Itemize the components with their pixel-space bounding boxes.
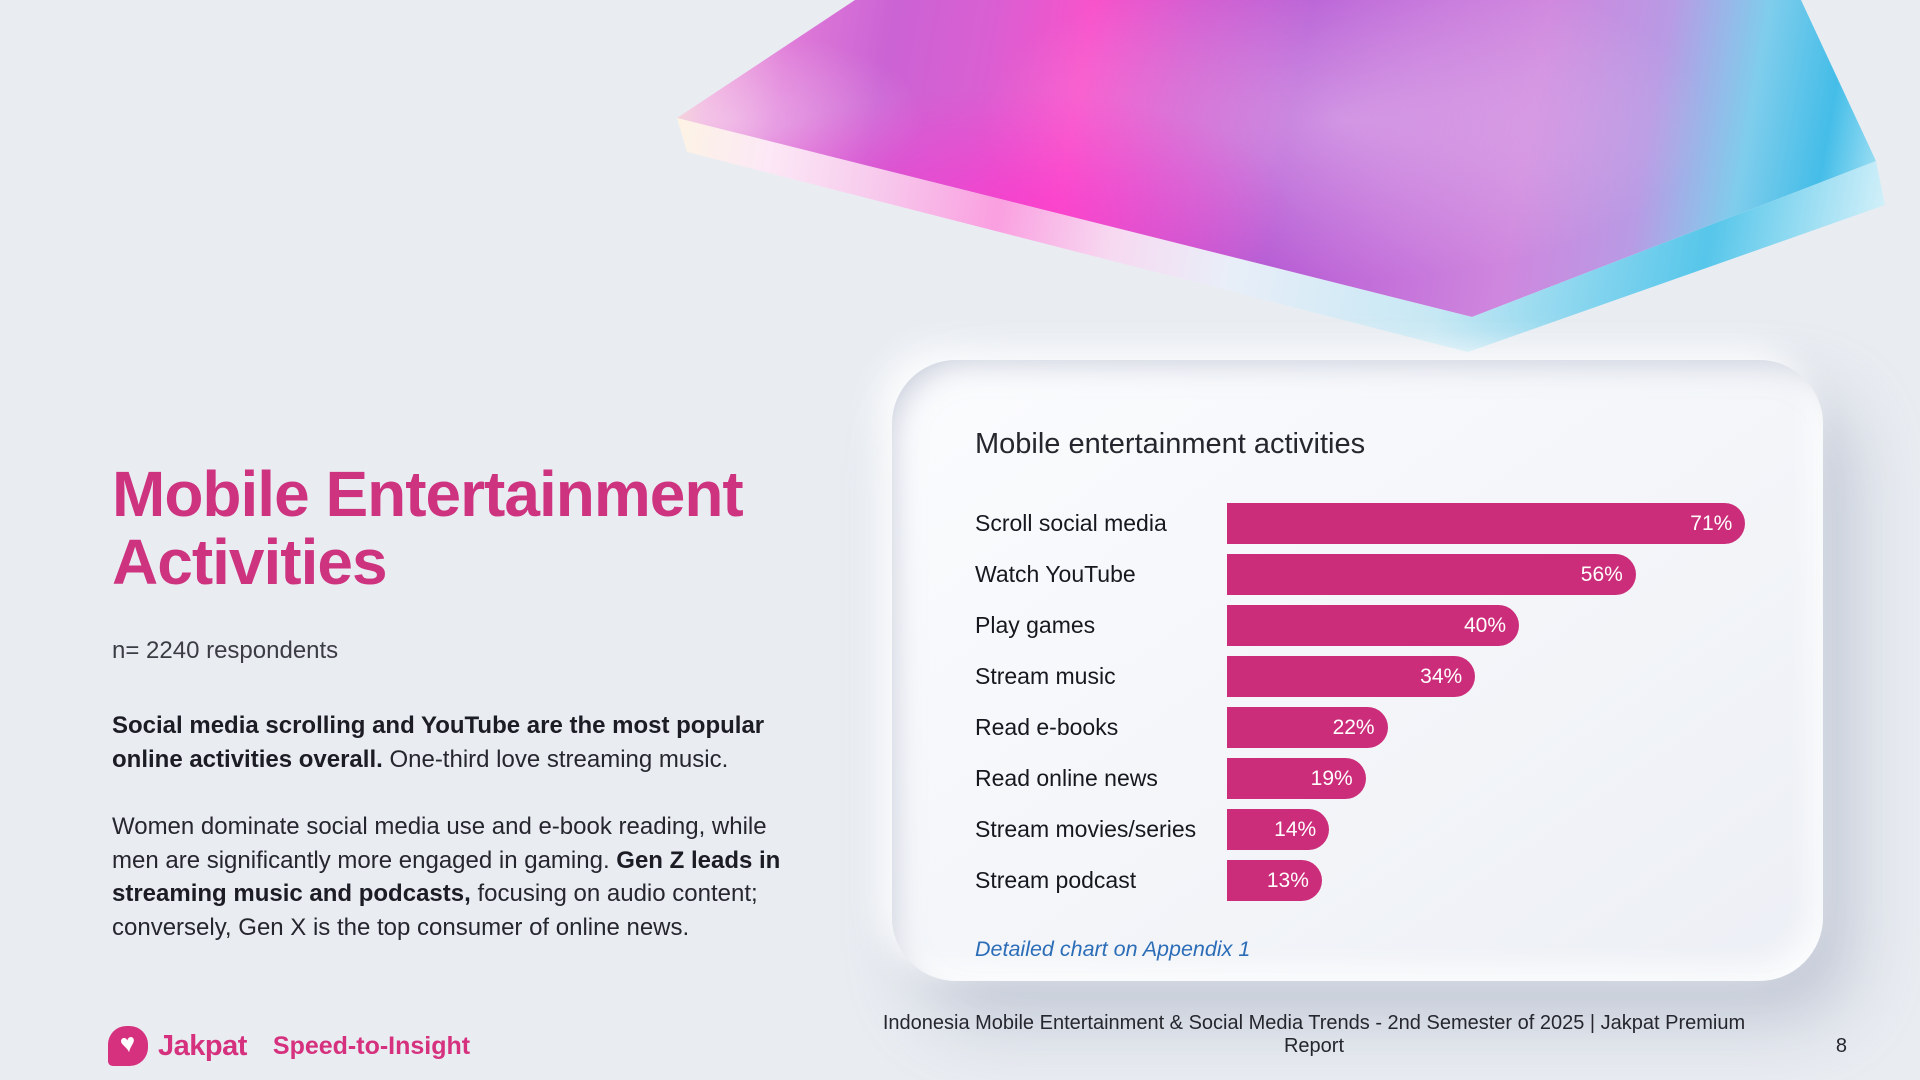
chart-bar-value: 71% bbox=[1690, 511, 1733, 535]
chart-bar-label: Stream podcast bbox=[975, 867, 1137, 893]
chart-bar-label: Watch YouTube bbox=[975, 561, 1136, 587]
chart-bar-label: Read online news bbox=[975, 765, 1158, 791]
brand-tagline: Speed-to-Insight bbox=[272, 1031, 471, 1060]
insight-1-bold: Social media scrolling and YouTube are t… bbox=[112, 711, 765, 773]
insight-paragraph-2: Women dominate social media use and e-bo… bbox=[112, 810, 802, 944]
chart-bar-label: Scroll social media bbox=[975, 510, 1167, 536]
chart-bar-label: Play games bbox=[975, 612, 1096, 638]
chart-row: Stream podcast 13% bbox=[975, 860, 1743, 901]
appendix-link[interactable]: Detailed chart on Appendix 1 bbox=[975, 937, 1251, 961]
chart-bar: 14% bbox=[1227, 809, 1330, 850]
chart-bar-value: 14% bbox=[1274, 817, 1317, 841]
insight-1-rest: One-third love streaming music. bbox=[382, 745, 729, 773]
chart-bar: 13% bbox=[1227, 860, 1322, 901]
chart-row: Stream movies/series 14% bbox=[975, 809, 1743, 850]
chart-bar: 56% bbox=[1227, 554, 1636, 595]
chart-bar-label: Stream music bbox=[975, 663, 1116, 689]
chart-card: Mobile entertainment activities Scroll s… bbox=[892, 360, 1823, 981]
bar-chart: Scroll social media 71% Watch YouTube 56… bbox=[975, 503, 1746, 901]
chart-bar-value: 34% bbox=[1420, 664, 1463, 688]
page-title: Mobile Entertainment Activities bbox=[112, 458, 744, 599]
sample-size-note: n= 2240 respondents bbox=[112, 636, 339, 664]
chart-title: Mobile entertainment activities bbox=[975, 428, 1366, 460]
heart-icon: ♥ bbox=[118, 1027, 138, 1059]
jakpat-logo-icon: ♥ bbox=[108, 1026, 148, 1066]
chart-bar-label: Stream movies/series bbox=[975, 816, 1197, 842]
chart-bar: 34% bbox=[1227, 656, 1476, 697]
insight-2-part2: focusing on audio content; conversely, G… bbox=[112, 880, 758, 941]
page-number: 8 bbox=[1835, 1035, 1847, 1057]
chart-bar-value: 56% bbox=[1580, 562, 1623, 586]
chart-bar-value: 40% bbox=[1463, 613, 1506, 637]
chart-bar-value: 22% bbox=[1332, 715, 1375, 739]
chart-bar: 22% bbox=[1227, 707, 1388, 748]
insight-2-part1: Women dominate social media use and e-bo… bbox=[112, 813, 767, 874]
intro-section: Mobile Entertainment Activities n= 2240 … bbox=[112, 460, 832, 979]
chart-bar-value: 13% bbox=[1266, 868, 1309, 892]
chart-bar: 19% bbox=[1227, 758, 1366, 799]
chart-bar: 40% bbox=[1227, 605, 1519, 646]
chart-bar-value: 19% bbox=[1310, 766, 1353, 790]
chart-row: Watch YouTube 56% bbox=[975, 554, 1743, 595]
chart-bar-label: Read e-books bbox=[975, 714, 1119, 740]
insight-2-bold: Gen Z leads in streaming music and podca… bbox=[112, 846, 781, 908]
jakpat-brand: ♥ Jakpat Speed-to-Insight bbox=[108, 1026, 470, 1066]
chart-bar: 71% bbox=[1227, 503, 1746, 544]
chart-row: Scroll social media 71% bbox=[975, 503, 1746, 544]
chart-row: Play games 40% bbox=[975, 605, 1743, 646]
insight-paragraph-1: Social media scrolling and YouTube are t… bbox=[112, 709, 802, 776]
chart-row: Read e-books 22% bbox=[975, 707, 1743, 748]
chart-row: Read online news 19% bbox=[975, 758, 1743, 799]
brand-name: Jakpat bbox=[158, 1029, 247, 1062]
chart-row: Stream music 34% bbox=[975, 656, 1743, 697]
report-title-line: Indonesia Mobile Entertainment & Social … bbox=[882, 1012, 1746, 1057]
